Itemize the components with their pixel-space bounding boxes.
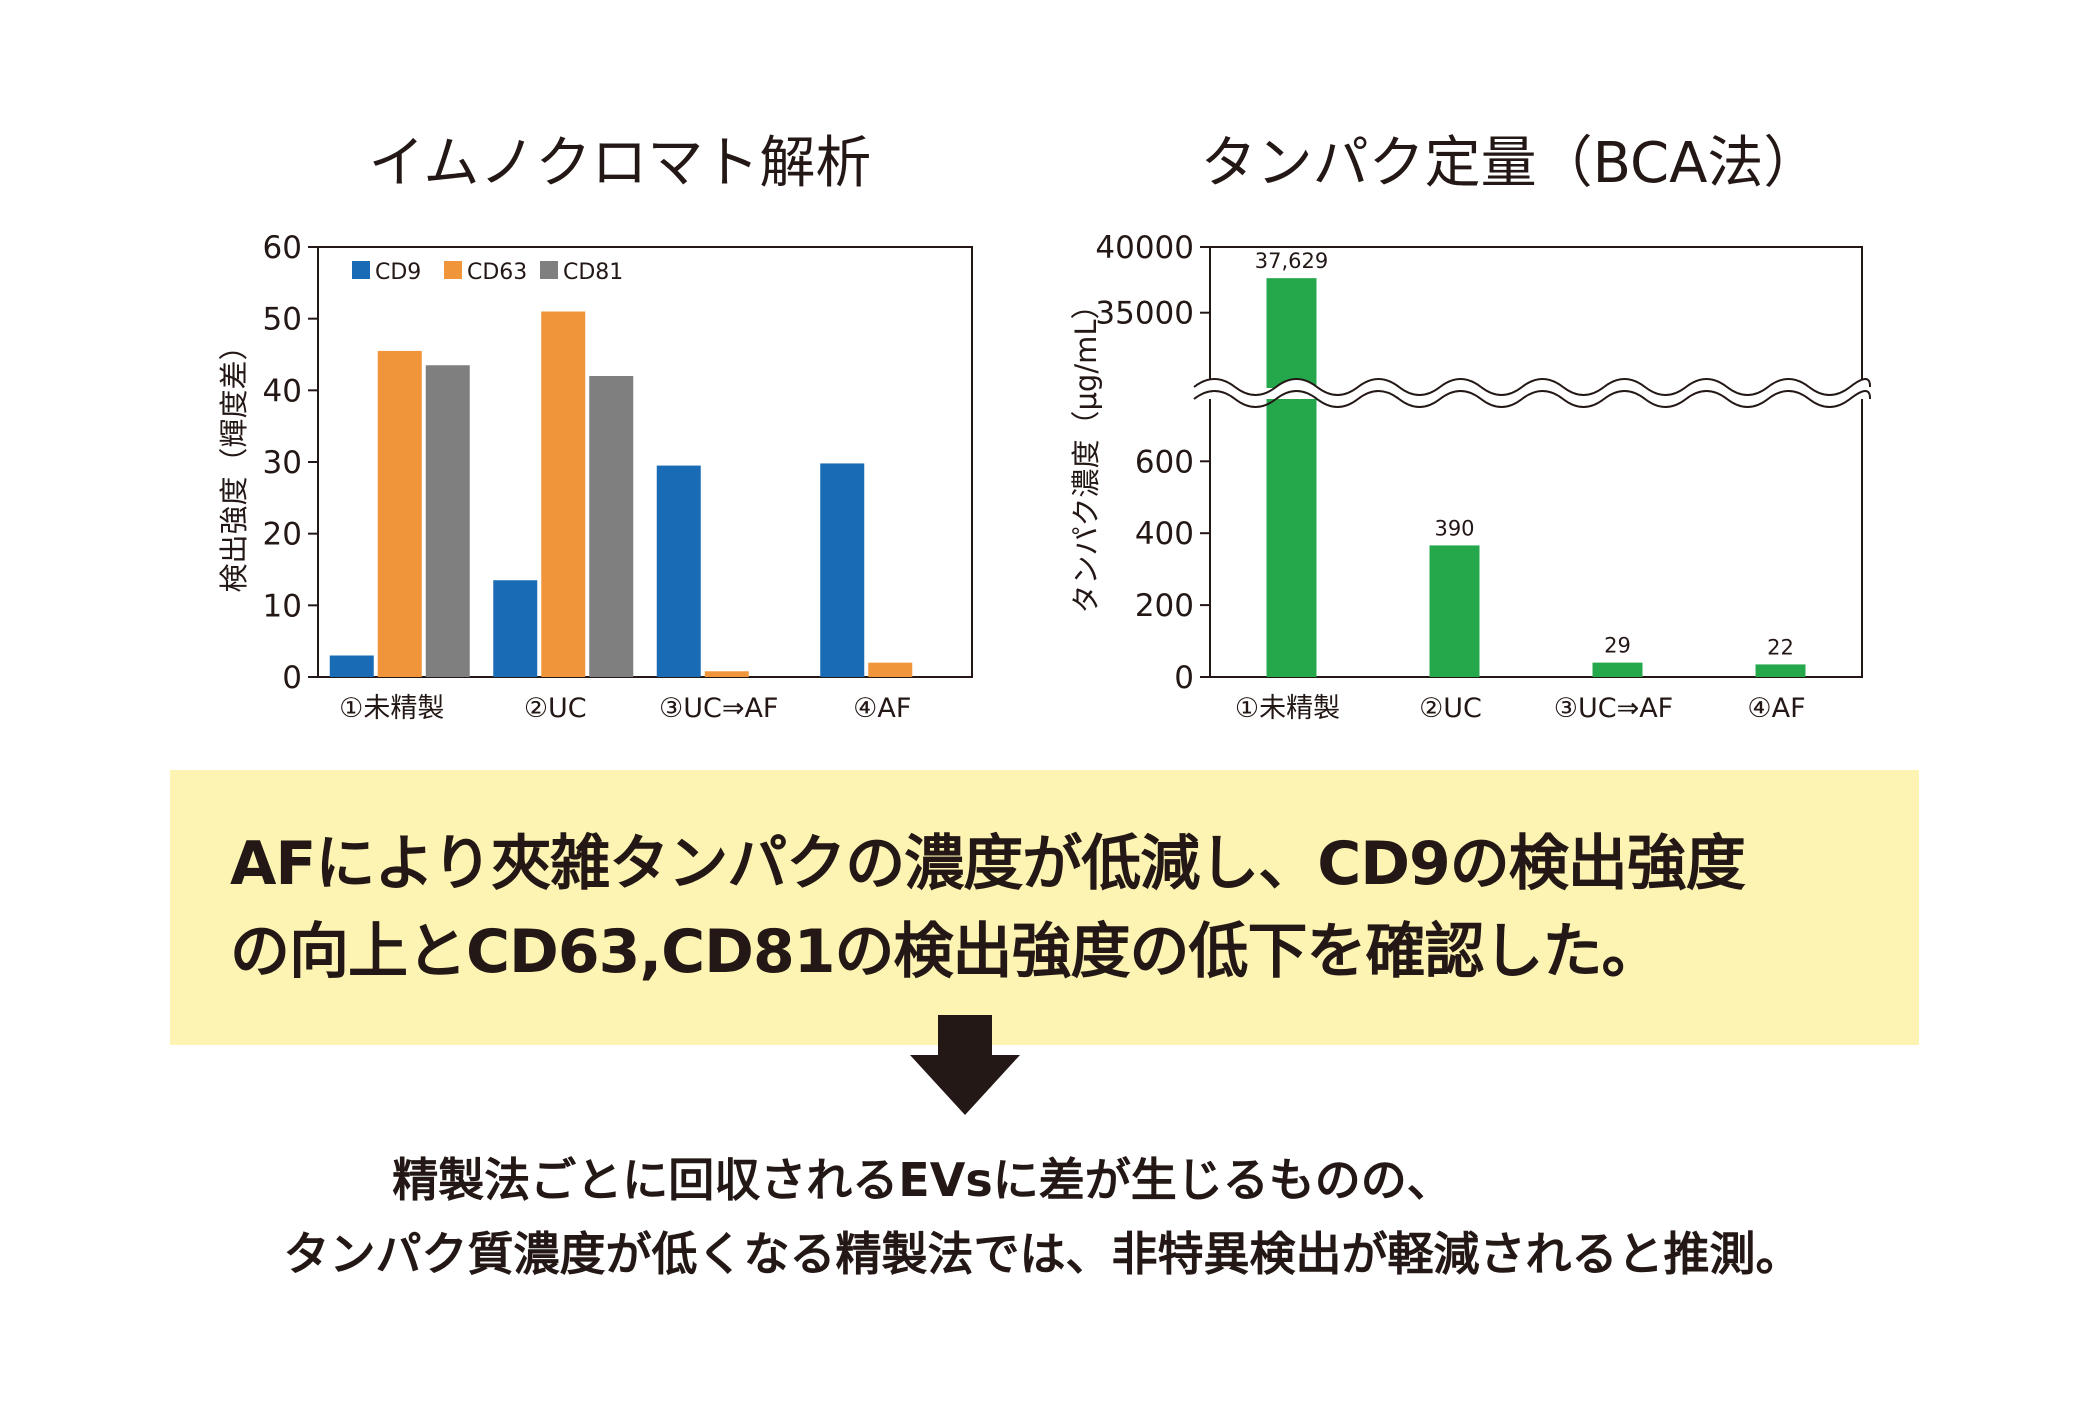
x-tick-label: ②UC (1419, 693, 1482, 724)
y-axis-label: 検出強度（輝度差） (217, 331, 251, 592)
bar-cd81-1 (425, 365, 470, 677)
legend-swatch-cd9 (352, 261, 370, 279)
x-tick-label: ①未精製 (1235, 693, 1340, 724)
y-tick-label: 0 (282, 660, 302, 696)
conclusion-box: AFにより夾雑タンパクの濃度が低減し、CD9の検出強度 の向上とCD63,CD8… (170, 770, 1919, 1045)
bar-protein-2 (1429, 545, 1480, 677)
chart-title-immunochromatography: イムノクロマト解析 (368, 131, 872, 196)
x-tick-label: ②UC (524, 693, 587, 724)
legend-label-cd9: CD9 (375, 260, 421, 285)
y-tick-label: 30 (263, 445, 302, 481)
bar-cd63-3 (704, 671, 749, 677)
y-tick-label: 600 (1135, 444, 1194, 480)
protein-quantification-chart: 0 200 400 600 35000 40000 タンパク濃度（μg/mL） 37,629 ①… (1069, 230, 1872, 724)
conclusion-line-2: の向上とCD63,CD81の検出強度の低下を確認した。 (230, 917, 1661, 987)
bar-cd63-2 (541, 311, 586, 677)
summary-line-2: タンパク質濃度が低くなる精製法では、非特異検出が軽減されると推測。 (283, 1227, 1802, 1281)
y-tick-label: 20 (263, 517, 302, 553)
conclusion-text: AFにより夾雑タンパクの濃度が低減し、CD9の検出強度 の向上とCD63,CD8… (230, 820, 1879, 996)
y-tick-label: 50 (263, 302, 302, 338)
down-arrow-icon (910, 1015, 1020, 1115)
x-tick-label: ④AF (853, 693, 911, 724)
bar-cd63-1 (377, 350, 422, 677)
bar-cd9-2 (493, 580, 538, 677)
y-tick-label: 400 (1135, 516, 1194, 552)
bar-cd81-2 (589, 376, 634, 677)
x-tick-label: ③UC⇒AF (1554, 693, 1673, 724)
x-tick-label: ③UC⇒AF (659, 693, 778, 724)
x-tick-label: ④AF (1747, 693, 1805, 724)
conclusion-line-1: AFにより夾雑タンパクの濃度が低減し、CD9の検出強度 (230, 829, 1746, 899)
y-tick-label: 40 (263, 373, 302, 409)
y-tick-label: 60 (263, 230, 302, 266)
data-label-1: 37,629 (1255, 249, 1328, 273)
summary-line-1: 精製法ごとに回収されるEVsに差が生じるものの、 (392, 1153, 1453, 1207)
y-tick-label: 10 (263, 588, 302, 624)
chart-title-protein-quantification: タンパク定量（BCA法） (1200, 131, 1820, 196)
bar-cd9-1 (329, 655, 374, 677)
bar-protein-1 (1266, 278, 1317, 677)
legend-swatch-cd63 (444, 261, 462, 279)
bar-cd9-4 (820, 463, 865, 677)
data-label-4: 22 (1767, 635, 1794, 659)
immunochromatography-chart: 0 10 20 30 40 50 60 検出強度（輝度差） ①未精製 ②UC ③UC⇒AF ④AF CD… (217, 230, 973, 724)
y-axis-label: タンパク濃度（μg/mL） (1069, 290, 1103, 613)
legend-label-cd81: CD81 (563, 260, 623, 285)
bar-protein-3 (1592, 662, 1643, 677)
legend-label-cd63: CD63 (467, 260, 527, 285)
y-tick-label: 40000 (1095, 230, 1194, 266)
data-label-3: 29 (1604, 634, 1631, 658)
y-tick-label: 0 (1174, 660, 1194, 696)
y-tick-label: 35000 (1095, 296, 1194, 332)
summary-text: 精製法ごとに回収されるEVsに差が生じるものの、 タンパク質濃度が低くなる精製法… (0, 1143, 2085, 1291)
bar-protein-4 (1755, 664, 1806, 677)
y-tick-label: 200 (1135, 588, 1194, 624)
legend-swatch-cd81 (540, 261, 558, 279)
bar-cd9-3 (656, 465, 701, 677)
axis-break-line-top (1193, 378, 1872, 396)
axis-break-line-bottom (1193, 390, 1872, 408)
x-tick-label: ①未精製 (339, 693, 444, 724)
data-label-2: 390 (1434, 516, 1474, 540)
bar-cd63-4 (868, 662, 913, 677)
